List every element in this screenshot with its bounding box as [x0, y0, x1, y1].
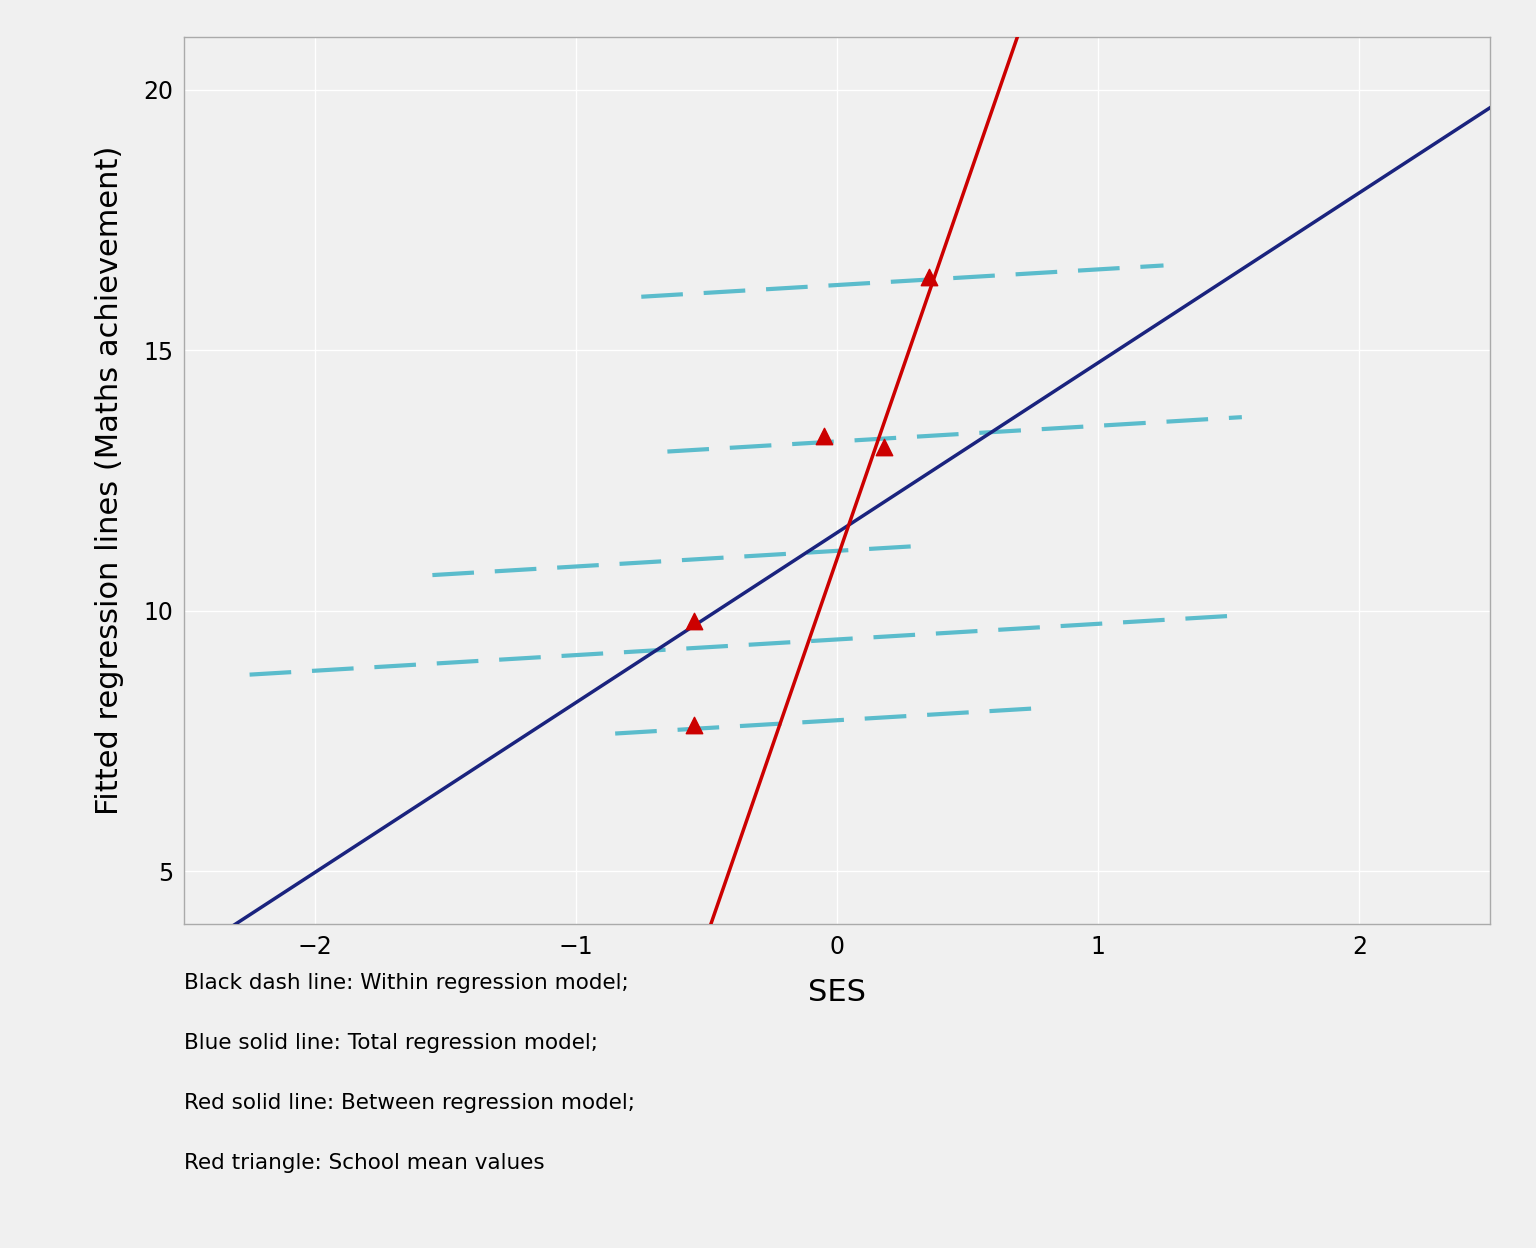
- Point: [811, 427, 836, 447]
- Point: [915, 267, 940, 287]
- Point: [872, 437, 897, 457]
- Text: Blue solid line: Total regression model;: Blue solid line: Total regression model;: [184, 1033, 599, 1053]
- Point: [682, 715, 707, 735]
- Text: Black dash line: Within regression model;: Black dash line: Within regression model…: [184, 973, 630, 993]
- Y-axis label: Fitted regression lines (Maths achievement): Fitted regression lines (Maths achieveme…: [95, 146, 123, 815]
- Text: Red solid line: Between regression model;: Red solid line: Between regression model…: [184, 1093, 636, 1113]
- X-axis label: SES: SES: [808, 978, 866, 1007]
- Text: Red triangle: School mean values: Red triangle: School mean values: [184, 1153, 545, 1173]
- Point: [682, 612, 707, 631]
